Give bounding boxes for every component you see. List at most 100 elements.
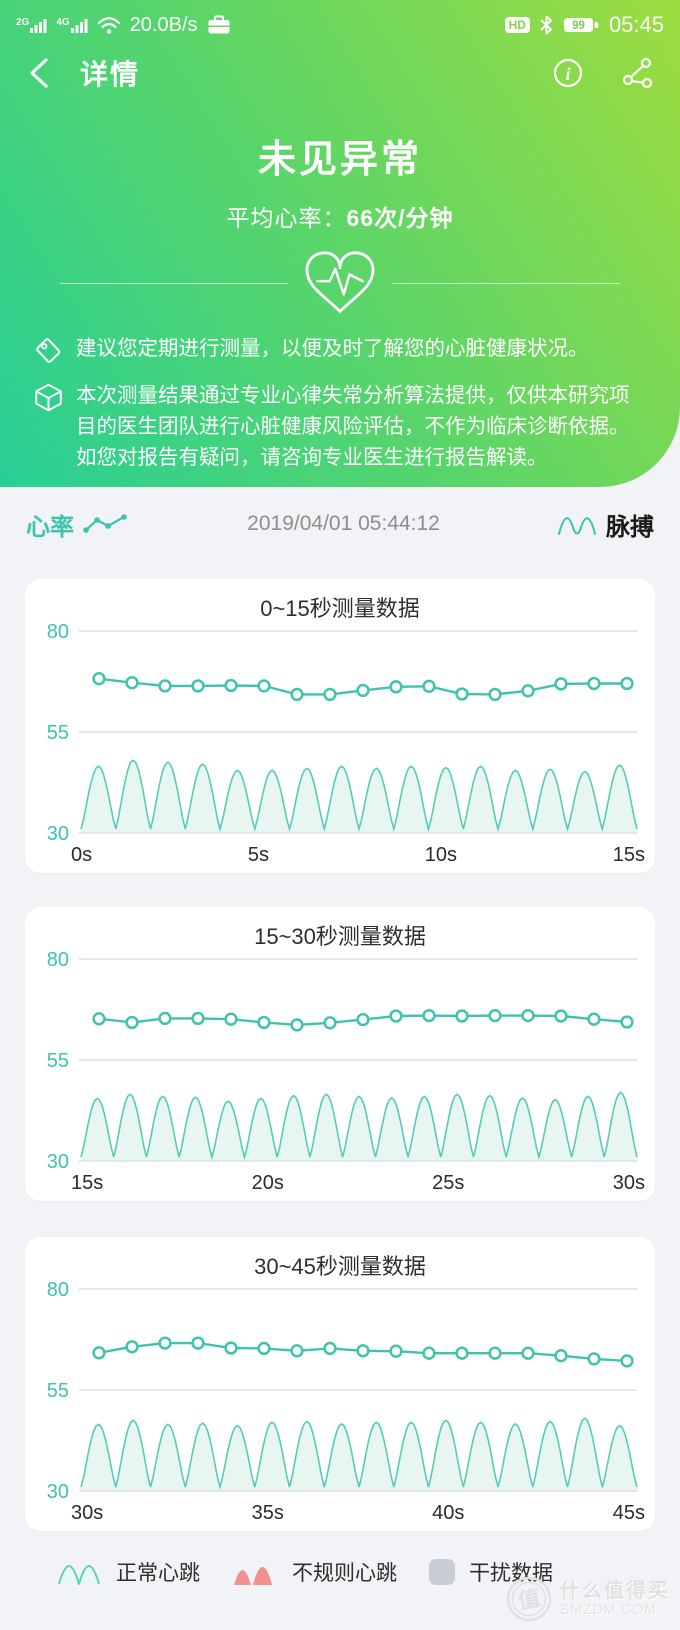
watermark-name: 什么值得买: [560, 1579, 670, 1602]
heart-rate-point: [389, 1344, 403, 1358]
interference-square-icon: [429, 1559, 455, 1585]
heart-rate-point: [455, 1009, 469, 1023]
battery-percent: 99: [572, 20, 585, 32]
stamp-character: 值: [516, 1585, 543, 1614]
heart-rate-point: [92, 1012, 106, 1026]
heart-rate-point: [422, 1008, 436, 1023]
status-bar-left: 2G 4G 20.0B/s: [16, 14, 231, 37]
heart-rate-point: [620, 1354, 634, 1368]
chart-title: 0~15秒测量数据: [260, 596, 420, 621]
navbar-actions: i: [550, 55, 656, 91]
heart-rate-point: [356, 1344, 370, 1358]
heart-rate-point: [257, 1341, 271, 1356]
y-axis-tick: 30: [47, 1481, 69, 1501]
chart-svg-0-15s: 80 55 30: [47, 621, 638, 843]
tag-icon: [36, 338, 61, 363]
heart-rate-point: [521, 1346, 535, 1360]
heart-rate-point: [323, 1341, 337, 1356]
heart-rate-point: [554, 677, 568, 691]
heart-rate-label: 心率: [26, 513, 74, 541]
heart-rate-point: [224, 1012, 238, 1026]
heart-rate-point: [587, 1012, 601, 1026]
pulse-wave-icon: [558, 517, 596, 535]
heart-rate-point: [191, 679, 205, 693]
pulse-section-label: 脉搏: [557, 507, 654, 542]
clock-time: 05:45: [608, 12, 664, 37]
heart-ecg-icon: [305, 251, 375, 313]
heart-rate-point: [488, 687, 502, 702]
x-axis-tick: 30s: [612, 1171, 645, 1194]
heart-rate-point: [455, 1346, 469, 1360]
heart-rate-point: [290, 1018, 304, 1032]
x-axis-tick: 5s: [247, 843, 269, 866]
heart-rate-point: [587, 676, 601, 691]
heart-rate-point: [488, 1008, 502, 1023]
heart-rate-point: [620, 676, 634, 691]
normal-heartbeat-wave-icon: [58, 1565, 100, 1585]
x-axis-tick: 35s: [251, 1501, 284, 1524]
network-type-label: 4G: [56, 16, 70, 28]
heart-divider: [60, 249, 620, 317]
x-axis-tick: 0s: [71, 843, 93, 866]
signal-4g: 4G: [56, 16, 88, 33]
svg-text:i: i: [565, 64, 570, 84]
signal-bars-icon: [70, 18, 88, 33]
legend-label: 正常心跳: [116, 1562, 200, 1585]
navbar: 详情 i: [0, 42, 680, 104]
legend-item-irregular: 不规则心跳: [232, 1557, 397, 1587]
y-axis-tick: 80: [47, 1279, 69, 1301]
x-axis-tick: 30s: [71, 1501, 104, 1524]
back-arrow-icon[interactable]: [24, 55, 54, 91]
chart-section-header: 心率 2019/04/01 05:44:12 脉搏: [26, 503, 654, 545]
chart-svg-15-30s: 80 55 30: [47, 949, 638, 1171]
signal-2g: 2G: [16, 17, 47, 33]
share-icon[interactable]: [620, 55, 656, 91]
heart-rate-point: [191, 1336, 205, 1350]
chart-card-15-30s: 15~30秒测量数据 80 55 30 15s 20s 25s 30s: [25, 907, 655, 1201]
irregular-heartbeat-wave-icon: [234, 1567, 272, 1585]
pulse-wave-series: [80, 1417, 638, 1491]
x-axis-tick: 25s: [432, 1171, 465, 1194]
y-axis-tick: 80: [47, 949, 69, 971]
chart-title: 30~45秒测量数据: [254, 1254, 426, 1279]
heart-rate-point: [158, 1011, 172, 1026]
x-axis-tick: 15s: [612, 843, 645, 866]
status-bar-right: HD 99 05:45: [504, 12, 664, 38]
pulse-wave-series: [80, 1091, 638, 1161]
x-axis-labels: 15s 20s 25s 30s: [25, 1171, 655, 1195]
tips-section: 建议您定期进行测量，以便及时了解您的心脏健康状况。 本次测量结果通过专业心律失常…: [0, 317, 680, 473]
heart-rate-point: [158, 679, 172, 693]
heart-rate-point: [488, 1346, 502, 1360]
grid: 80 55 30: [47, 621, 637, 843]
y-axis-tick: 55: [47, 1050, 69, 1072]
heart-rate-point: [257, 679, 271, 693]
hd-voice-icon: HD: [504, 17, 530, 33]
x-axis-tick: 10s: [424, 843, 457, 866]
tip-text: 本次测量结果通过专业心律失常分析算法提供，仅供本研究项目的医生团队进行心脏健康风…: [76, 384, 630, 469]
heart-rate-point: [587, 1352, 601, 1366]
average-heart-rate: 平均心率：66次/分钟: [0, 199, 680, 233]
heart-rate-point: [521, 684, 535, 698]
y-axis-tick: 80: [47, 621, 69, 643]
y-axis-tick: 55: [47, 722, 69, 744]
heart-rate-point: [224, 678, 238, 693]
wifi-icon: [97, 16, 120, 34]
heart-rate-series: [92, 672, 634, 702]
y-axis-tick: 55: [47, 1380, 69, 1402]
heart-rate-point: [521, 1008, 535, 1023]
y-axis-tick: 30: [47, 1151, 69, 1171]
x-axis-labels: 30s 35s 40s 45s: [25, 1501, 655, 1525]
cube-icon: [35, 383, 62, 412]
watermark-site: SMZDM.COM: [560, 1601, 657, 1618]
heart-rate-point: [92, 1346, 106, 1360]
heart-rate-point: [125, 676, 139, 690]
heart-rate-point: [125, 1340, 139, 1354]
chart-title: 15~30秒测量数据: [254, 924, 426, 949]
briefcase-icon: [208, 15, 230, 34]
info-icon[interactable]: i: [550, 55, 586, 91]
heart-rate-point: [257, 1015, 271, 1030]
pulse-wave-series: [80, 759, 638, 833]
x-axis-labels: 0s 5s 10s 15s: [25, 843, 655, 867]
x-axis-tick: 15s: [71, 1171, 104, 1194]
x-axis-tick: 20s: [251, 1171, 284, 1194]
